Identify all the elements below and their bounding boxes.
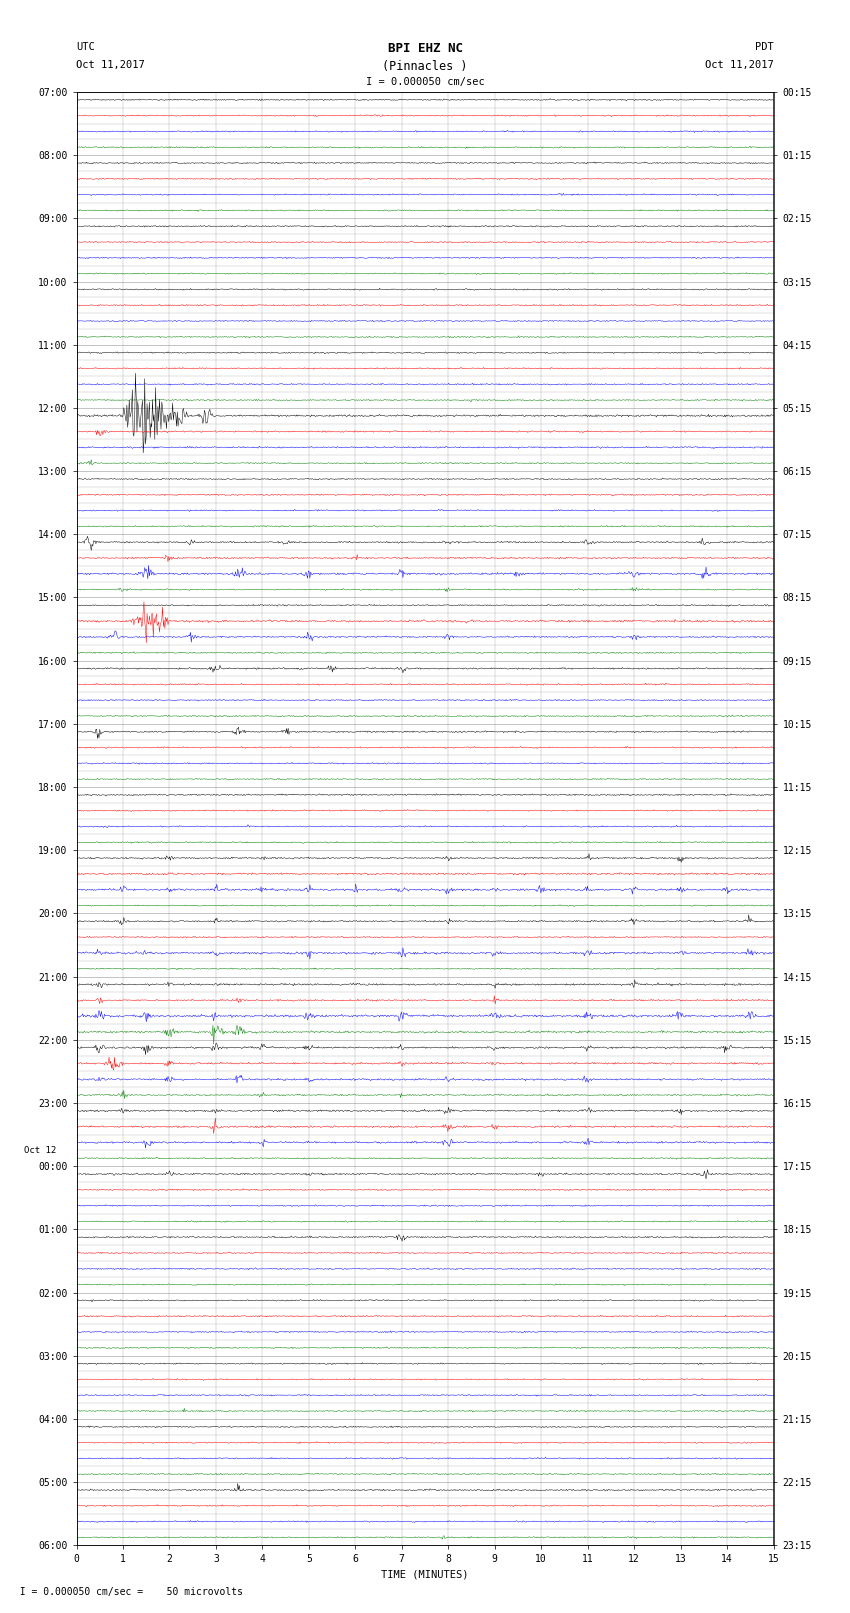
Text: UTC: UTC xyxy=(76,42,95,52)
Text: I = 0.000050 cm/sec =    50 microvolts: I = 0.000050 cm/sec = 50 microvolts xyxy=(8,1587,243,1597)
Text: (Pinnacles ): (Pinnacles ) xyxy=(382,60,468,73)
X-axis label: TIME (MINUTES): TIME (MINUTES) xyxy=(382,1569,468,1579)
Text: Oct 11,2017: Oct 11,2017 xyxy=(705,60,774,69)
Text: I = 0.000050 cm/sec: I = 0.000050 cm/sec xyxy=(366,77,484,87)
Text: Oct 11,2017: Oct 11,2017 xyxy=(76,60,145,69)
Text: BPI EHZ NC: BPI EHZ NC xyxy=(388,42,462,55)
Text: PDT: PDT xyxy=(755,42,774,52)
Text: Oct 12: Oct 12 xyxy=(24,1145,56,1155)
